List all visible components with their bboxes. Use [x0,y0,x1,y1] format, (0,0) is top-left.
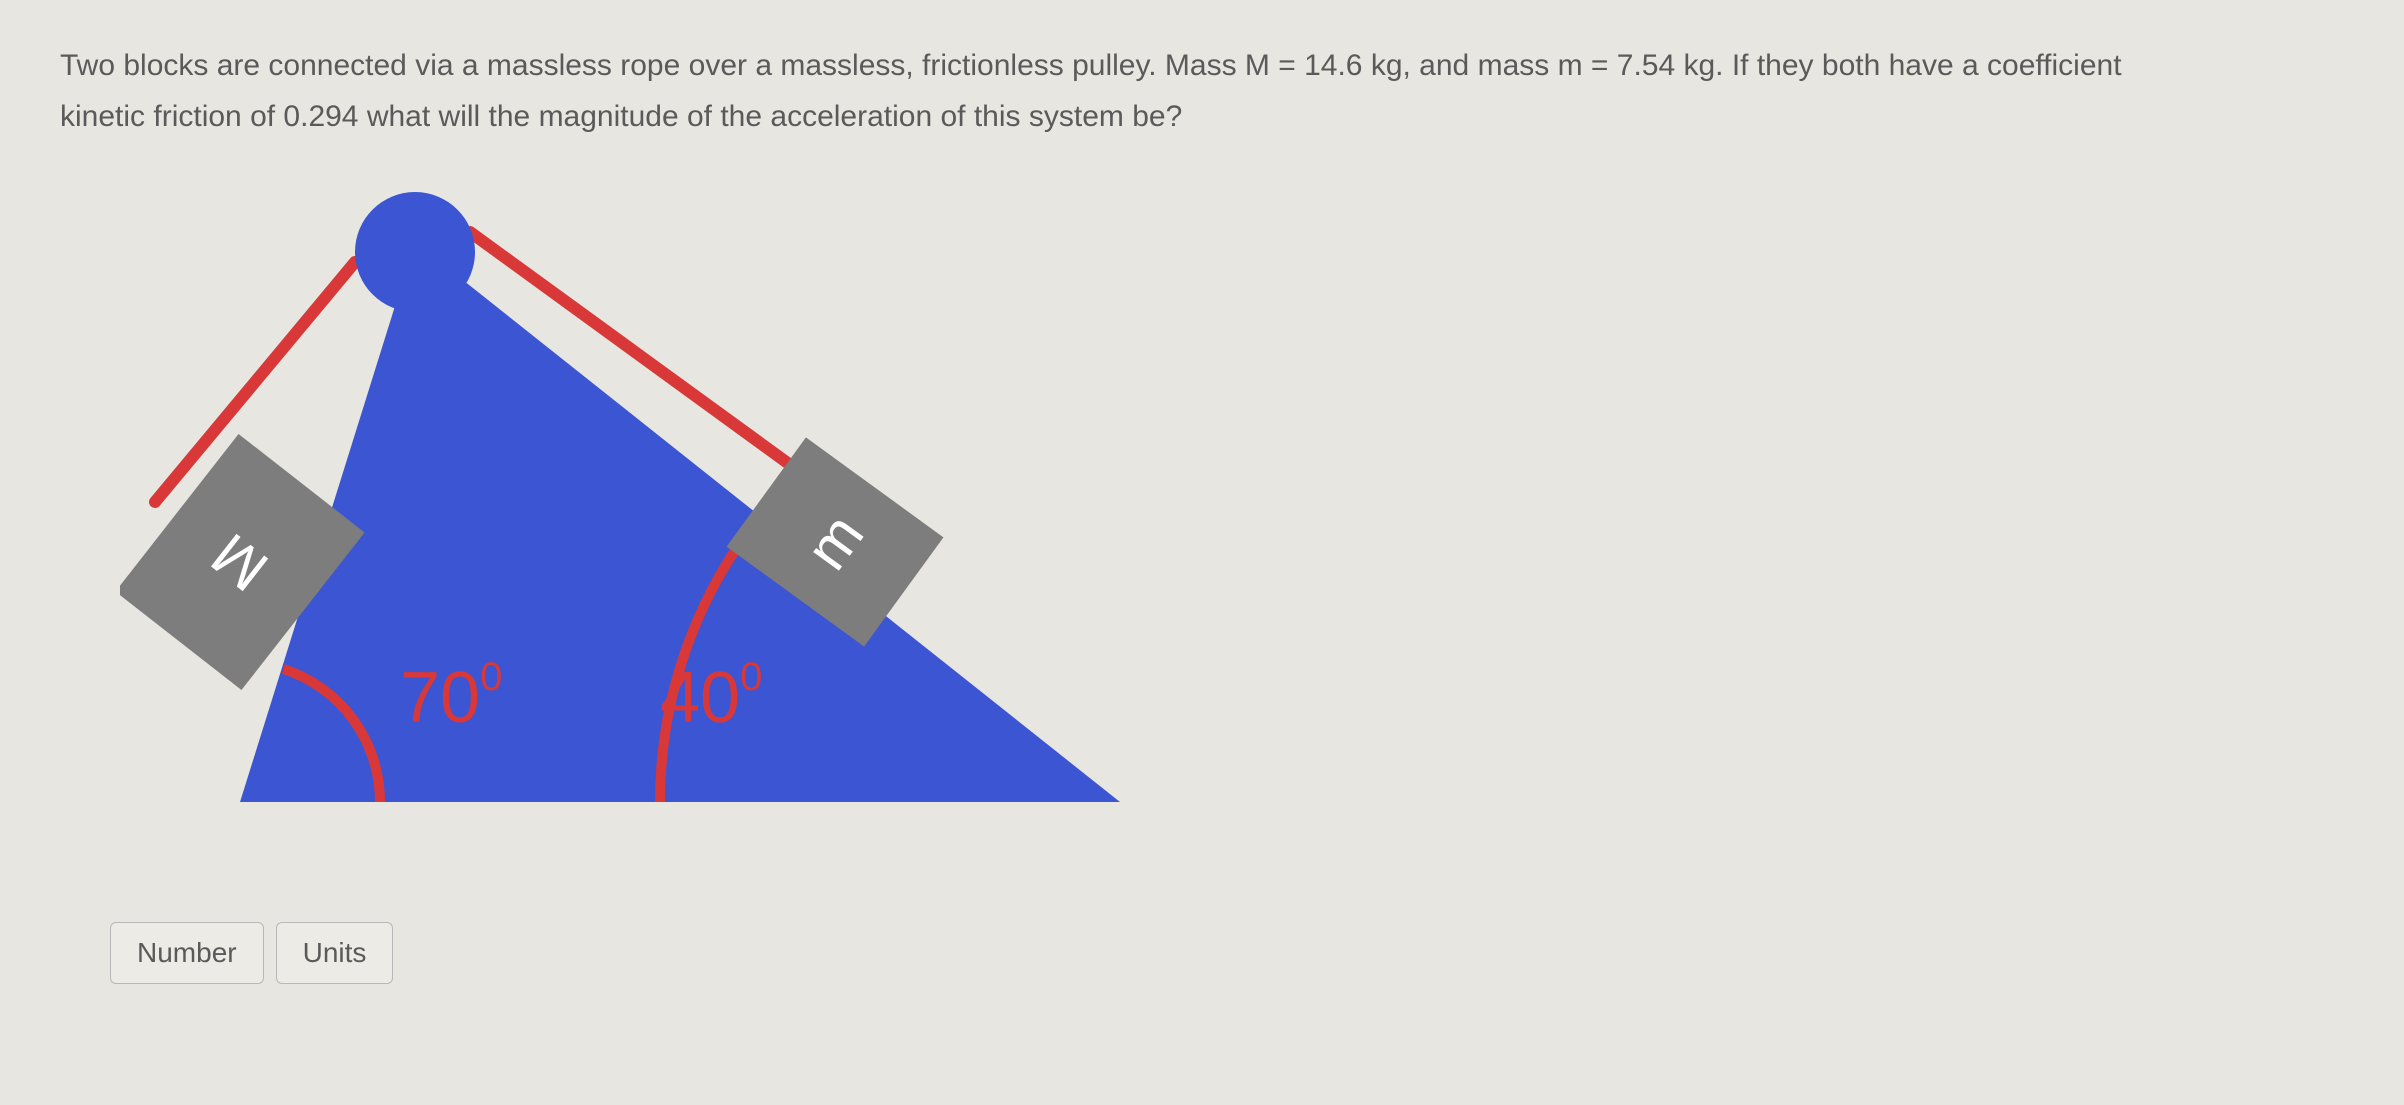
problem-line-2: kinetic friction of 0.294 what will the … [60,100,1182,133]
pulley [355,192,475,312]
physics-diagram: 700400Mm [120,182,1120,882]
answer-row: Number Units [110,922,2344,984]
number-input[interactable]: Number [110,922,264,984]
problem-statement: Two blocks are connected via a massless … [60,40,2340,142]
diagram-svg: 700400Mm [120,182,1120,882]
problem-line-1: Two blocks are connected via a massless … [60,49,2122,82]
units-input[interactable]: Units [276,922,394,984]
